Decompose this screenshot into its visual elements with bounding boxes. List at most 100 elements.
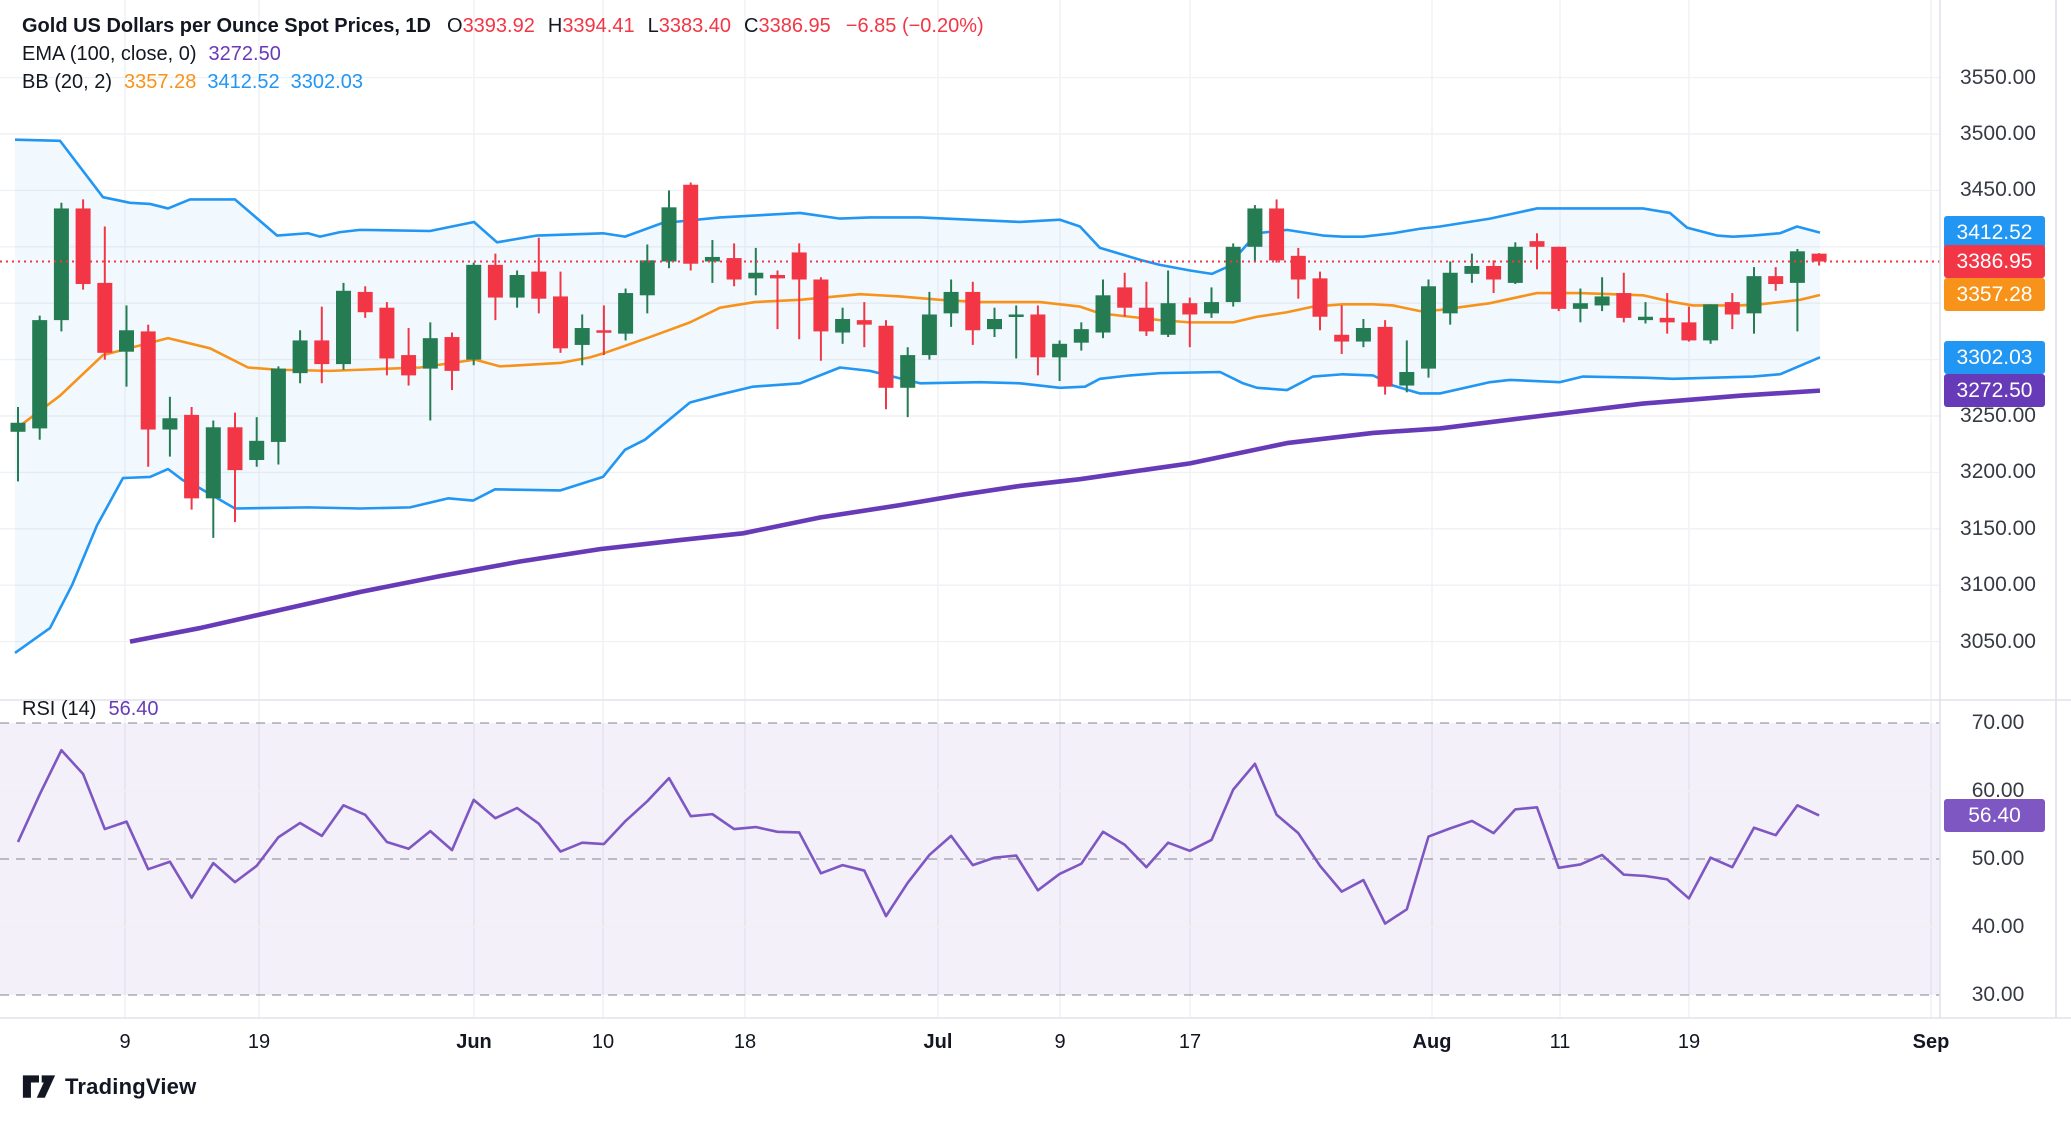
candle-body — [227, 427, 243, 471]
candle — [683, 182, 699, 271]
candle-body — [726, 258, 742, 280]
candle — [1030, 305, 1046, 376]
bb-lower-value: 3302.03 — [290, 71, 363, 93]
candle-body — [856, 320, 872, 325]
candle — [618, 288, 634, 341]
candle — [1572, 288, 1588, 323]
candle-body — [314, 340, 330, 365]
price-tick-label: 3450.00 — [1960, 178, 2036, 202]
candle — [835, 307, 851, 344]
candle — [1746, 267, 1762, 334]
candle-body — [292, 340, 308, 374]
price-badge-bb-lower: 3302.03 — [1944, 340, 2045, 374]
candle-body — [509, 275, 525, 298]
date-tick-label: 17 — [1178, 1031, 1202, 1053]
candle — [227, 412, 243, 523]
price-tick-label: 3550.00 — [1960, 65, 2036, 89]
legend-row-symbol: Gold US Dollars per Ounce Spot Prices, 1… — [22, 12, 984, 40]
candle — [791, 243, 807, 340]
candle — [1681, 306, 1697, 342]
candle-body — [1551, 246, 1567, 309]
candle — [1616, 272, 1632, 323]
candle-body — [1442, 272, 1458, 314]
date-tick-label: 10 — [591, 1031, 615, 1053]
candle — [1486, 260, 1502, 294]
candle-body — [357, 291, 373, 313]
candle-body — [900, 355, 916, 388]
candle — [1269, 199, 1285, 263]
candle — [1551, 246, 1567, 312]
candle — [357, 286, 373, 318]
date-tick-label: 19 — [1677, 1031, 1701, 1053]
candle-body — [618, 293, 634, 334]
candle-body — [75, 208, 91, 285]
price-change: −6.85 (−0.20%) — [845, 15, 984, 37]
candle-body — [270, 368, 286, 442]
candle — [639, 244, 655, 314]
candle — [466, 262, 482, 366]
candle — [1182, 297, 1198, 348]
candle-body — [1638, 316, 1653, 321]
candle-body — [10, 422, 26, 432]
candle-body — [574, 328, 590, 345]
tradingview-logo-text: TradingView — [65, 1074, 197, 1099]
candle-body — [1204, 302, 1219, 314]
rsi-tick-label: 30.00 — [1971, 983, 2025, 1006]
candle-body — [1138, 307, 1154, 332]
candle — [726, 243, 742, 287]
candle — [553, 271, 568, 353]
candle — [748, 247, 764, 296]
rsi-value-badge: 56.40 — [1944, 798, 2045, 832]
bb-upper-line — [14, 138, 1821, 276]
price-tick-label: 3250.00 — [1960, 404, 2036, 427]
tradingview-logo[interactable]: TradingView — [22, 1074, 196, 1100]
candle-body — [1030, 314, 1046, 358]
symbol-title: Gold US Dollars per Ounce Spot Prices, 1… — [22, 15, 431, 37]
candle — [1811, 253, 1827, 266]
price-badge-bb-upper: 3412.52 — [1944, 216, 2045, 250]
candle — [119, 305, 134, 387]
candle-body — [596, 330, 612, 333]
candle — [1160, 270, 1176, 338]
candle — [1095, 279, 1111, 339]
date-tick-label: Sep — [1912, 1031, 1950, 1053]
candle-body — [639, 260, 655, 296]
rsi-tick-label: 60.00 — [1971, 779, 2025, 802]
candle-body — [1703, 304, 1719, 341]
ohlc-open-value: 3393.92 — [462, 15, 535, 37]
candle-body — [422, 338, 438, 369]
candle-body — [987, 318, 1002, 330]
candle-body — [553, 296, 568, 349]
candle — [770, 270, 785, 330]
candle-body — [1160, 303, 1176, 335]
candle — [1789, 249, 1805, 332]
bb-upper-value: 3412.52 — [207, 71, 280, 93]
candle-body — [1572, 303, 1588, 309]
chart-legend: Gold US Dollars per Ounce Spot Prices, 1… — [22, 12, 984, 96]
candle — [1768, 267, 1784, 291]
candle-body — [401, 355, 417, 376]
candle — [270, 366, 286, 465]
candle — [1638, 302, 1653, 324]
ohlc-high: H3394.41 — [548, 15, 635, 37]
candle-body — [1355, 328, 1371, 342]
candle — [1464, 253, 1480, 283]
candlestick-series — [10, 182, 1827, 538]
candle — [900, 347, 916, 418]
candle-body — [965, 291, 981, 331]
date-tick-label: 19 — [247, 1031, 271, 1053]
rsi-indicator-value: 56.40 — [108, 698, 159, 720]
candle-body — [1464, 265, 1480, 274]
candle — [184, 406, 200, 510]
candle — [574, 314, 590, 366]
bb-basis-line — [17, 291, 1821, 429]
candle — [943, 279, 959, 327]
date-tick-label: 11 — [1549, 1031, 1571, 1053]
price-tick-label: 3150.00 — [1960, 516, 2036, 540]
candle-body — [1811, 253, 1827, 262]
candle-body — [1507, 246, 1523, 283]
candle-body — [1334, 334, 1350, 342]
legend-row-ema: EMA (100, close, 0) 3272.50 — [22, 40, 984, 68]
candle-body — [32, 320, 48, 429]
